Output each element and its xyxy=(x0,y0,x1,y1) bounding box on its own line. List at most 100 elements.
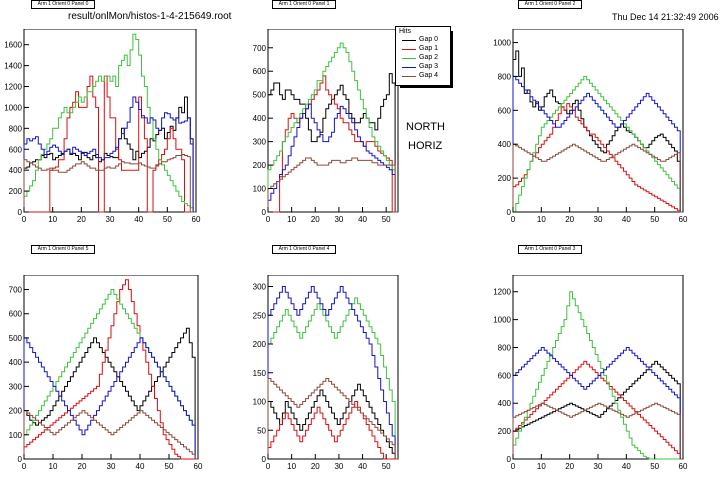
canvas: result/onlMon/histos-1-4-215649.root Thu… xyxy=(4,0,719,471)
series-line-gap-1 xyxy=(512,360,683,460)
y-tick-label: 0 xyxy=(507,455,512,464)
y-tick-label: 0 xyxy=(18,208,23,217)
annotation-north: NORTH xyxy=(406,121,445,133)
legend-entry: Gap 1 xyxy=(402,45,448,53)
x-tick-label: 10 xyxy=(49,462,58,471)
series-line-gap-3 xyxy=(512,75,683,213)
y-tick-label: 600 xyxy=(498,371,512,380)
series-line-gap-3 xyxy=(267,103,398,213)
y-tick-label: 400 xyxy=(498,399,512,408)
histogram-panel: 0 10 20 30 40 50 60020040060080010001200140016… xyxy=(4,29,201,224)
x-tick-label: 30 xyxy=(594,462,603,471)
series-line-gap-4 xyxy=(512,143,683,213)
x-tick-label: 30 xyxy=(106,215,115,224)
y-tick-label: 0 xyxy=(507,208,512,217)
panel-title: Arm 1 Orient 0 Panel 4 xyxy=(272,245,336,254)
y-tick-label: 0 xyxy=(18,455,23,464)
series-line-gap-1 xyxy=(268,75,398,213)
x-tick-label: 20 xyxy=(565,462,574,471)
series-line-gap-3 xyxy=(267,286,398,460)
y-tick-label: 1000 xyxy=(493,316,511,325)
file-path: result/onlMon/histos-1-4-215649.root xyxy=(68,11,232,22)
panel-title: Arm 1 Orient 0 Panel 2 xyxy=(518,0,582,9)
legend-entry: Gap 4 xyxy=(402,72,448,80)
y-tick-label: 300 xyxy=(253,283,267,292)
x-tick-label: 50 xyxy=(165,462,174,471)
x-tick-label: 50 xyxy=(650,462,659,471)
x-tick-label: 50 xyxy=(650,215,659,224)
y-tick-label: 600 xyxy=(253,67,267,76)
x-tick-label: 40 xyxy=(622,462,631,471)
series-line-gap-2 xyxy=(23,33,196,213)
y-tick-label: 800 xyxy=(9,124,23,133)
y-tick-label: 600 xyxy=(9,310,23,319)
x-tick-label: 0 xyxy=(22,215,27,224)
legend-entry: Gap 3 xyxy=(402,63,448,71)
y-tick-label: 400 xyxy=(253,114,267,123)
series-line-gap-0 xyxy=(512,360,683,460)
y-tick-label: 100 xyxy=(253,185,267,194)
datetime: Thu Dec 14 21:32:49 2006 xyxy=(612,12,719,22)
y-tick-label: 0 xyxy=(262,208,267,217)
x-tick-label: 10 xyxy=(287,462,296,471)
x-tick-label: 50 xyxy=(382,462,391,471)
x-tick-label: 30 xyxy=(334,215,343,224)
x-tick-label: 50 xyxy=(163,215,172,224)
y-tick-label: 600 xyxy=(498,106,512,115)
legend-entry: Gap 0 xyxy=(402,36,448,44)
y-tick-label: 150 xyxy=(253,369,267,378)
y-tick-label: 1200 xyxy=(493,288,511,297)
x-tick-label: 40 xyxy=(134,215,143,224)
x-tick-label: 10 xyxy=(537,462,546,471)
series-line-gap-3 xyxy=(512,347,683,460)
y-tick-label: 1000 xyxy=(4,103,22,112)
y-tick-label: 700 xyxy=(253,44,267,53)
series-line-gap-4 xyxy=(267,378,398,460)
series-line-gap-0 xyxy=(267,73,398,213)
x-tick-label: 10 xyxy=(537,215,546,224)
x-tick-label: 0 xyxy=(511,215,516,224)
y-tick-label: 500 xyxy=(253,91,267,100)
series-line-gap-3 xyxy=(23,96,196,213)
y-tick-label: 0 xyxy=(262,455,267,464)
x-tick-label: 0 xyxy=(511,462,516,471)
x-tick-label: 40 xyxy=(622,215,631,224)
x-tick-label: 20 xyxy=(311,462,320,471)
x-tick-label: 10 xyxy=(287,215,296,224)
x-tick-label: 0 xyxy=(266,462,271,471)
x-tick-label: 20 xyxy=(78,462,87,471)
plot-frame xyxy=(267,275,399,460)
x-tick-label: 40 xyxy=(136,462,145,471)
y-tick-label: 300 xyxy=(253,138,267,147)
y-tick-label: 400 xyxy=(9,358,23,367)
x-tick-label: 0 xyxy=(22,462,27,471)
y-tick-label: 200 xyxy=(9,187,23,196)
series-line-gap-1 xyxy=(23,279,198,460)
series-line-gap-4 xyxy=(267,157,398,213)
x-tick-label: 50 xyxy=(382,215,391,224)
y-tick-label: 800 xyxy=(498,72,512,81)
legend-title: Hits xyxy=(399,28,412,35)
x-tick-label: 30 xyxy=(594,215,603,224)
y-tick-label: 50 xyxy=(257,426,266,435)
y-tick-label: 250 xyxy=(253,311,267,320)
panel-title: Arm 1 Orient 0 Panel 0 xyxy=(31,0,95,9)
series-line-gap-4 xyxy=(23,410,198,460)
y-tick-label: 100 xyxy=(253,398,267,407)
series-line-gap-4 xyxy=(512,402,683,460)
y-tick-label: 700 xyxy=(9,286,23,295)
x-tick-label: 60 xyxy=(679,215,688,224)
series-line-gap-1 xyxy=(512,103,683,213)
annotation-horiz: HORIZ xyxy=(408,140,443,152)
x-tick-label: 60 xyxy=(192,215,201,224)
x-tick-label: 20 xyxy=(311,215,320,224)
legend-shadow-bottom xyxy=(400,84,453,88)
y-tick-label: 1600 xyxy=(4,41,22,50)
series-line-gap-2 xyxy=(267,297,398,460)
y-tick-label: 200 xyxy=(253,340,267,349)
series-line-gap-1 xyxy=(267,401,398,460)
y-tick-label: 500 xyxy=(9,334,23,343)
